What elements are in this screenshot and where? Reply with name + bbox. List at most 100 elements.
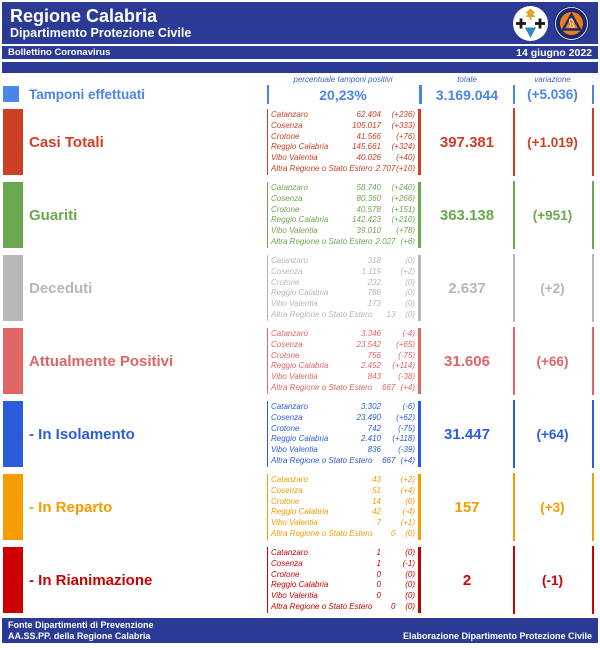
province-value: 742 xyxy=(367,423,381,433)
province-detail-box: Catanzaro 3.302 (-6) Cosenza 23.490 (+62) Crot… xyxy=(267,401,421,467)
category-label: Attualmente Positivi xyxy=(29,352,174,370)
divider-line xyxy=(592,327,594,395)
page-title: Regione Calabria xyxy=(10,5,158,26)
footer: Fonte Dipartimenti di Prevenzione AA.SS.… xyxy=(2,618,598,643)
province-delta: (+2) xyxy=(400,475,415,485)
province-delta: (+76) xyxy=(396,131,415,141)
category-total: 2 xyxy=(462,571,472,589)
province-value: 40.026 xyxy=(356,152,381,162)
category-total: 397.381 xyxy=(439,133,495,151)
province-value: 43 xyxy=(372,475,381,485)
province-row: Altra Regione o Stato Estero 13 (0) xyxy=(271,309,415,319)
province-name: Reggio Calabria xyxy=(271,361,329,371)
province-delta: (0) xyxy=(405,601,415,611)
province-detail-box: Catanzaro 1 (0) Cosenza 1 (-1) Crotone 0 (0) Regg… xyxy=(267,547,421,613)
province-name: Catanzaro xyxy=(271,329,308,339)
province-row: Crotone 41.566 (+76) xyxy=(271,131,415,141)
tamponi-color-square xyxy=(3,86,19,102)
category-variation: (+2) xyxy=(540,280,565,296)
province-delta: (0) xyxy=(405,309,415,319)
province-delta: (+10) xyxy=(396,163,415,173)
province-value: 42 xyxy=(372,507,381,517)
province-row: Altra Regione o Stato Estero 667 (+4) xyxy=(271,456,415,465)
province-row: Reggio Calabria 2.452 (+114) xyxy=(271,362,415,370)
province-delta: (0) xyxy=(405,590,415,600)
column-header-percent: percentuale tamponi positivi xyxy=(293,75,393,84)
category-color-bar xyxy=(3,255,23,321)
divider-line xyxy=(513,327,515,395)
province-value: 1 xyxy=(376,548,381,558)
divider-line xyxy=(513,85,515,104)
province-row: Catanzaro 43 (+2) xyxy=(271,476,415,484)
province-name: Vibo Valentia xyxy=(271,444,318,454)
province-name: Crotone xyxy=(271,350,300,360)
regione-calabria-logo xyxy=(513,5,548,41)
province-delta: (+114) xyxy=(392,361,415,371)
province-name: Altra Regione o Stato Estero xyxy=(271,528,373,538)
divider-line xyxy=(592,400,594,468)
category-total: 363.138 xyxy=(439,206,495,224)
province-row: Reggio Calabria 2.410 (+118) xyxy=(271,435,415,443)
province-row: Crotone 0 (0) xyxy=(271,570,415,579)
province-value: 145.661 xyxy=(352,142,381,152)
province-value: 14 xyxy=(372,496,381,506)
province-delta: (+324) xyxy=(391,142,415,152)
province-row: Crotone 756 (-75) xyxy=(271,350,415,360)
province-name: Vibo Valentia xyxy=(271,371,318,381)
province-row: Vibo Valentia 40.026 (+40) xyxy=(271,152,415,162)
province-value: 2.707 xyxy=(375,163,396,173)
province-name: Cosenza xyxy=(271,193,303,203)
province-row: Reggio Calabria 786 (0) xyxy=(271,289,415,297)
province-value: 756 xyxy=(367,350,381,360)
province-row: Catanzaro 3.346 (-4) xyxy=(271,330,415,338)
province-delta: (-38) xyxy=(398,371,415,381)
province-value: 667 xyxy=(382,382,396,392)
province-delta: (0) xyxy=(405,496,415,506)
category-label: Deceduti xyxy=(29,279,93,297)
province-name: Vibo Valentia xyxy=(271,590,318,600)
category-total: 31.447 xyxy=(444,425,490,443)
category-color-bar xyxy=(3,182,23,248)
province-name: Vibo Valentia xyxy=(271,152,318,162)
bulletin-bar: Bollettino Coronavirus 14 giugno 2022 xyxy=(2,46,598,59)
province-row: Cosenza 1 (-1) xyxy=(271,559,415,568)
province-row: Cosenza 1.115 (+2) xyxy=(271,267,415,276)
province-name: Altra Regione o Stato Estero xyxy=(271,236,373,246)
province-name: Altra Regione o Stato Estero xyxy=(271,163,373,173)
province-delta: (-6) xyxy=(402,402,415,412)
province-row: Vibo Valentia 843 (-38) xyxy=(271,371,415,381)
category-label: - In Rianimazione xyxy=(29,571,153,589)
footer-elaboration: Elaborazione Dipartimento Protezione Civ… xyxy=(402,631,592,641)
province-delta: (0) xyxy=(405,528,415,538)
divider-line xyxy=(592,254,594,322)
category-row-deceduti: Deceduti Catanzaro 318 (0) Cosenza 1.115 (+2)… xyxy=(0,253,600,323)
province-row: Reggio Calabria 42 (-4) xyxy=(271,508,415,516)
bulletin-date: 14 giugno 2022 xyxy=(516,46,592,59)
header-titles: Regione Calabria Dipartimento Protezione… xyxy=(10,6,191,40)
province-value: 0 xyxy=(390,601,396,611)
province-row: Catanzaro 3.302 (-6) xyxy=(271,403,415,411)
province-delta: (0) xyxy=(405,256,415,266)
divider-line xyxy=(592,546,594,614)
province-name: Cosenza xyxy=(271,412,303,422)
province-row: Crotone 742 (-75) xyxy=(271,423,415,433)
province-value: 0 xyxy=(376,590,381,600)
province-value: 786 xyxy=(367,288,381,298)
province-name: Reggio Calabria xyxy=(271,434,329,444)
province-row: Altra Regione o Stato Estero 667 (+4) xyxy=(271,382,415,392)
province-detail-box: Catanzaro 3.346 (-4) Cosenza 23.542 (+65) Crot… xyxy=(267,328,421,394)
province-delta: (+78) xyxy=(396,225,415,235)
category-total: 31.606 xyxy=(444,352,490,370)
province-row: Crotone 232 (0) xyxy=(271,278,415,287)
province-delta: (0) xyxy=(405,298,415,308)
province-name: Vibo Valentia xyxy=(271,298,318,308)
header-logos xyxy=(512,5,590,42)
province-name: Catanzaro xyxy=(271,110,308,120)
province-row: Crotone 40.578 (+151) xyxy=(271,205,415,214)
header: Regione Calabria Dipartimento Protezione… xyxy=(2,2,598,44)
category-row-in-rianimazione: - In Rianimazione Catanzaro 1 (0) Cosenza 1 (… xyxy=(0,545,600,615)
province-row: Reggio Calabria 142.423 (+210) xyxy=(271,216,415,224)
divider-line xyxy=(513,254,515,322)
province-delta: (+65) xyxy=(396,339,415,349)
province-name: Vibo Valentia xyxy=(271,225,318,235)
